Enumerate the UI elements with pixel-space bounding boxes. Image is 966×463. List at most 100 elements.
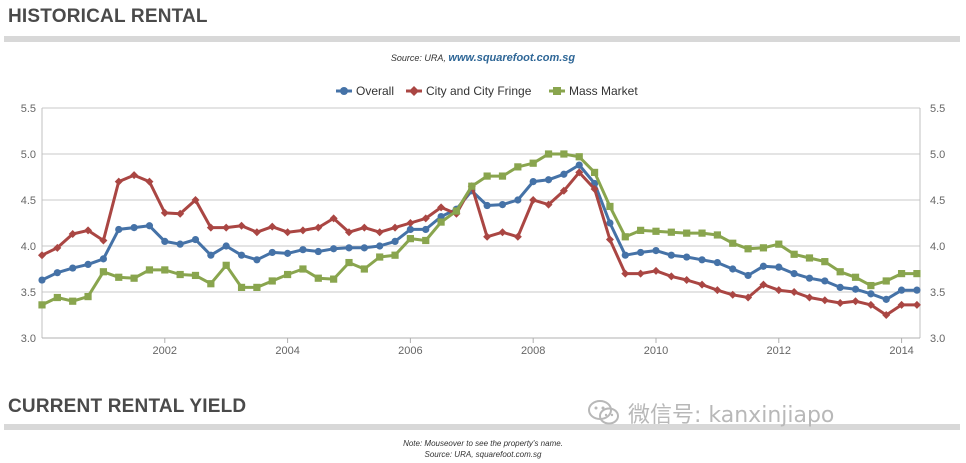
data-point <box>759 244 768 252</box>
data-point <box>360 244 368 252</box>
data-point <box>406 225 414 234</box>
data-point <box>529 159 537 167</box>
data-point <box>713 258 721 267</box>
data-point <box>682 276 691 285</box>
data-point <box>805 254 814 262</box>
data-point <box>544 176 553 184</box>
data-point <box>421 214 430 223</box>
data-point <box>437 212 445 221</box>
data-point <box>667 251 675 259</box>
data-point <box>176 209 185 218</box>
section-divider <box>4 424 960 430</box>
data-point <box>698 280 707 289</box>
data-point <box>575 153 583 161</box>
data-point <box>882 295 890 303</box>
data-point <box>775 263 783 271</box>
data-point <box>452 207 461 215</box>
data-point <box>114 177 123 186</box>
title-divider <box>4 36 960 42</box>
data-point <box>253 283 261 291</box>
y-tick-label-left: 3.5 <box>21 287 36 299</box>
data-point <box>513 232 522 241</box>
data-point <box>514 163 522 171</box>
data-point <box>237 251 246 259</box>
x-tick-label: 2008 <box>521 345 545 357</box>
data-point <box>237 283 246 291</box>
data-point <box>544 200 553 209</box>
data-point <box>652 247 660 255</box>
legend-label: Overall <box>356 84 394 98</box>
x-tick-label: 2012 <box>767 345 791 357</box>
watermark-text: 微信号: kanxinjiapo <box>628 403 835 428</box>
data-point <box>130 274 138 282</box>
data-point <box>559 186 568 195</box>
data-point <box>882 311 891 319</box>
y-tick-label-right: 5.5 <box>930 103 945 115</box>
data-point <box>790 270 798 278</box>
x-tick-label: 2014 <box>889 345 913 357</box>
data-point <box>729 265 737 273</box>
data-point <box>145 222 154 230</box>
data-point <box>376 242 384 250</box>
chart-source: Source: URA, www.squarefoot.com.sg <box>0 52 966 64</box>
data-point <box>176 240 184 248</box>
data-point <box>314 274 322 282</box>
y-tick-label-right: 4.0 <box>930 241 945 253</box>
data-point <box>866 300 875 309</box>
data-point <box>529 178 537 186</box>
series-line <box>41 152 917 307</box>
data-point <box>375 228 384 237</box>
data-point <box>636 269 645 278</box>
data-point <box>406 235 414 243</box>
data-point <box>161 266 169 274</box>
watermark: 微信号: kanxinjiapo <box>588 396 834 430</box>
legend-item-overall: Overall <box>336 84 394 98</box>
data-point <box>498 228 507 237</box>
source-link[interactable]: www.squarefoot.com.sg <box>448 52 576 64</box>
data-point <box>38 251 46 260</box>
data-point <box>882 277 890 285</box>
data-point <box>99 255 107 263</box>
data-point <box>683 229 691 237</box>
data-point <box>99 268 107 276</box>
series-overall <box>38 161 921 303</box>
legend-marker <box>409 86 419 96</box>
y-tick-label-left: 5.5 <box>21 103 36 115</box>
data-point <box>836 299 845 308</box>
data-point <box>651 266 660 275</box>
footer-note: Note: Mouseover to see the property's na… <box>0 438 966 460</box>
data-point <box>283 228 292 237</box>
data-point <box>391 251 399 259</box>
data-point <box>268 222 277 231</box>
data-point <box>759 280 768 289</box>
source-prefix: Source: URA, <box>390 53 446 63</box>
data-point <box>805 274 814 282</box>
data-point <box>160 208 169 217</box>
mouseover-note: Note: Mouseover to see the property's na… <box>403 439 563 448</box>
data-point <box>191 196 200 204</box>
data-point <box>191 235 200 244</box>
data-point <box>729 239 737 247</box>
data-point <box>560 170 568 178</box>
data-point <box>298 226 307 235</box>
data-point <box>468 182 476 190</box>
data-point <box>314 223 323 232</box>
data-point <box>498 172 507 180</box>
data-point <box>514 196 522 204</box>
data-point <box>775 240 783 248</box>
data-point <box>437 218 445 226</box>
data-point <box>191 271 200 280</box>
data-point <box>867 290 875 298</box>
data-point <box>115 225 123 234</box>
data-point <box>344 228 353 237</box>
data-point <box>913 286 921 294</box>
data-point <box>330 275 338 283</box>
chart-legend: Overall City and City Fringe Mass Market <box>336 84 638 98</box>
data-point <box>897 300 906 309</box>
y-tick-label-left: 3.0 <box>21 333 36 345</box>
data-point <box>283 249 292 257</box>
data-point <box>53 293 61 302</box>
data-point <box>713 231 721 239</box>
data-point <box>590 184 599 193</box>
data-point <box>38 301 46 309</box>
